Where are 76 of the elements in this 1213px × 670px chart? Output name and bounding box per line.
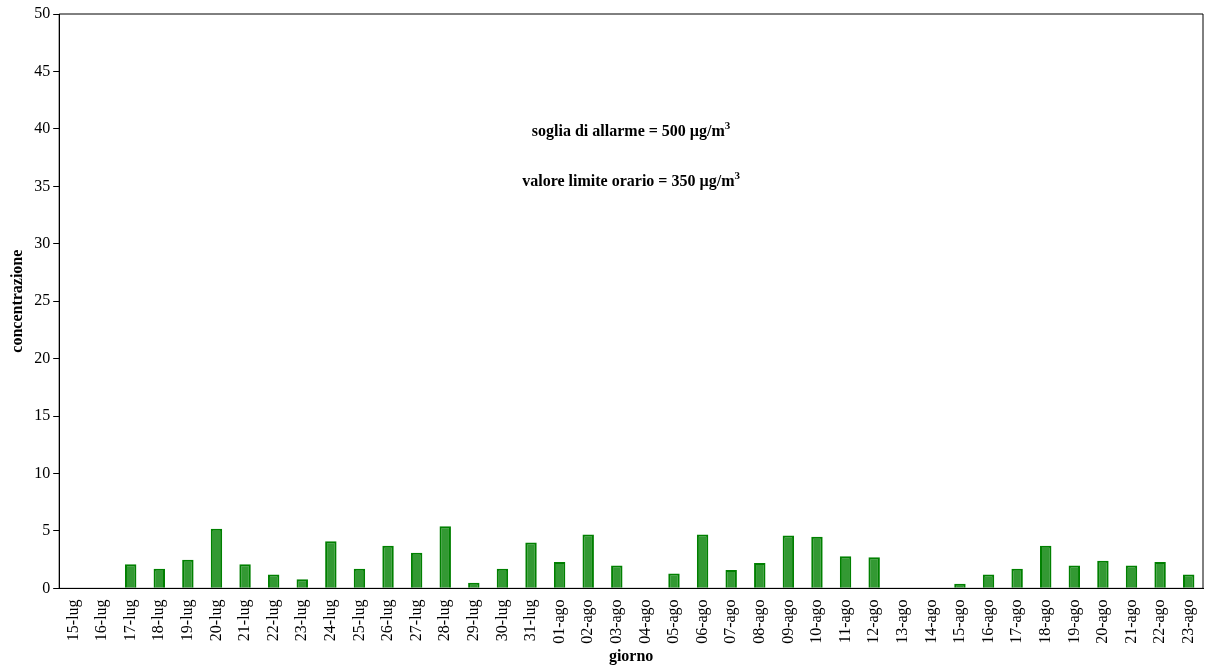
bar [811,536,823,588]
x-tick-label: 16-ago [978,599,997,644]
y-tick-label: 20 [34,348,51,366]
y-tick-label: 35 [34,176,51,194]
bar [1125,565,1138,588]
bar [782,535,795,588]
bar [382,545,394,588]
bar [868,557,880,588]
x-tick-label: 04-ago [635,599,654,644]
bar [410,552,423,588]
y-tick-label: 45 [34,61,51,79]
x-tick-label: 17-lug [120,599,139,642]
bar [754,563,766,588]
x-tick-label: 19-ago [1064,599,1083,644]
y-tick-label: 40 [34,119,51,137]
x-tick-label: 22-ago [1150,599,1169,644]
bar [1154,561,1166,588]
y-tick-label: 25 [34,291,51,309]
bar [325,541,337,588]
bar [553,561,566,588]
x-axis-title: giorno [608,646,654,665]
bar [525,542,537,588]
x-tick-label: 30-lug [492,599,511,642]
bar [182,559,194,588]
bar [124,564,137,588]
y-tick-label: 5 [42,521,51,539]
x-tick-label: 05-ago [664,599,683,644]
y-tick-label: 30 [34,233,51,251]
y-axis-title: concentrazione [7,249,25,353]
x-tick-label: 23-ago [1178,599,1197,644]
y-tick-label: 50 [34,4,51,22]
x-tick-label: 11-ago [835,599,854,644]
x-tick-label: 13-ago [892,599,911,644]
x-tick-label: 14-ago [921,599,940,644]
x-tick-label: 26-lug [378,599,397,642]
bar [210,528,223,588]
x-tick-label: 20-ago [1093,599,1112,644]
x-tick-label: 22-lug [263,599,282,642]
x-tick-label: 03-ago [607,599,626,644]
x-tick-label: 19-lug [178,599,197,642]
x-tick-label: 28-lug [435,599,454,642]
bar [1040,545,1052,588]
bar [611,565,623,588]
bar [439,526,451,588]
x-tick-label: 31-lug [521,599,540,642]
x-tick-label: 20-lug [206,599,225,642]
bar [239,564,251,588]
x-tick-label: 17-ago [1007,599,1026,644]
x-tick-label: 21-ago [1121,599,1140,644]
bar [1068,565,1081,588]
bar [696,534,709,588]
x-tick-label: 23-lug [292,599,311,642]
x-tick-label: 02-ago [578,599,597,644]
x-tick-label: 15-ago [950,599,969,644]
x-tick-label: 01-ago [549,599,568,644]
bar [582,534,594,588]
x-tick-label: 27-lug [406,599,425,642]
x-tick-label: 09-ago [778,599,797,644]
x-tick-label: 06-ago [692,599,711,644]
x-tick-label: 24-lug [321,599,340,642]
x-tick-label: 25-lug [349,599,368,642]
x-tick-label: 29-lug [464,599,483,642]
y-tick-label: 15 [34,406,51,424]
bar [1097,560,1109,588]
x-tick-label: 16-lug [92,599,111,642]
x-tick-label: 10-ago [807,599,826,644]
y-tick-label: 10 [34,463,51,481]
y-tick-label: 0 [42,578,51,596]
x-tick-label: 21-lug [235,599,254,642]
x-tick-label: 15-lug [63,599,82,642]
bar [839,556,852,588]
x-tick-label: 12-ago [864,599,883,644]
x-tick-label: 18-ago [1035,599,1054,644]
x-tick-label: 07-ago [721,599,740,644]
x-tick-label: 18-lug [149,599,168,642]
x-tick-label: 08-ago [749,599,768,644]
